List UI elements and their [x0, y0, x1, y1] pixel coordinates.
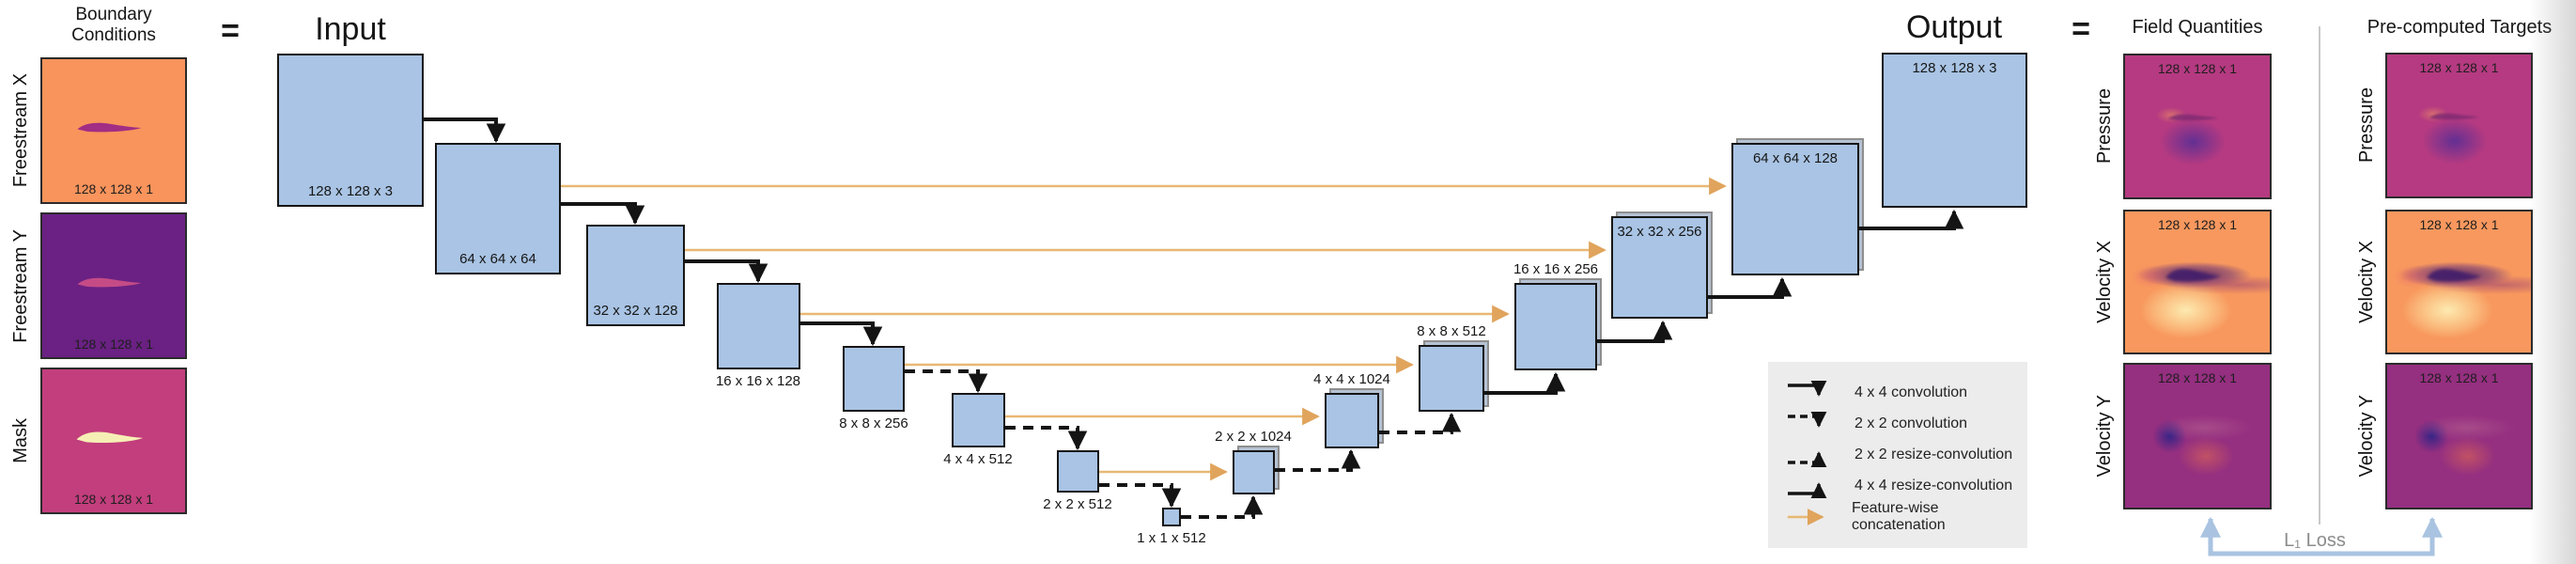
block-dims: 1 x 1 x 512 [1137, 530, 1206, 546]
freestream-x-label: Freestream X [9, 73, 31, 188]
legend-label: 2 x 2 resize-convolution [1854, 446, 2013, 462]
conv-2x2-arrows [905, 369, 1182, 509]
orange-right-arrow-icon [1787, 509, 1824, 525]
freestream-y-image: 128 x 128 x 1 [40, 212, 187, 359]
target-pressure-image: 128 x 128 x 1 [2385, 53, 2533, 198]
fq-velocity-y-label: Velocity Y [2093, 395, 2115, 478]
unet-block-4x4x1024 [1325, 393, 1379, 448]
mask-label: Mask [9, 418, 31, 463]
freestream-x-dims: 128 x 128 x 1 [73, 181, 154, 196]
legend-box: 4 x 4 convolution 2 x 2 convolution 2 x … [1768, 362, 2027, 548]
l1-loss-label: L₁ Loss [2284, 530, 2346, 551]
dashed-up-arrow-icon [1788, 451, 1828, 467]
airfoil-shape [77, 277, 142, 288]
block-dims: 2 x 2 x 1024 [1215, 429, 1292, 445]
fq-velocity-y-dims: 128 x 128 x 1 [2157, 370, 2238, 385]
block-dims: 32 x 32 x 128 [593, 303, 678, 319]
target-velocity-y-dims: 128 x 128 x 1 [2419, 370, 2499, 385]
unet-block-8x8x256 [843, 346, 905, 412]
field-quantities-title: Field Quantities [2132, 17, 2263, 38]
block-dims: 64 x 64 x 64 [459, 251, 536, 267]
legend-label: 4 x 4 convolution [1854, 384, 1968, 400]
dashed-down-arrow-icon [1788, 412, 1828, 428]
target-velocity-x-label: Velocity X [2355, 241, 2377, 323]
airfoil-shape [2429, 114, 2479, 120]
freestream-y-dims: 128 x 128 x 1 [73, 337, 154, 352]
unet-block-64x64x128: 64 x 64 x 128 [1731, 143, 1859, 275]
fq-pressure-label: Pressure [2093, 88, 2115, 164]
legend-label: Feature-wise concatenation [1851, 500, 1946, 533]
target-pressure-dims: 128 x 128 x 1 [2419, 60, 2499, 75]
output-title: Output [1905, 9, 2003, 45]
legend-item-resize2: 2 x 2 resize-convolution [1785, 443, 2027, 467]
airfoil-shape [2427, 268, 2482, 281]
fq-pressure-image: 128 x 128 x 1 [2123, 54, 2272, 199]
boundary-conditions-title: Boundary Conditions [39, 5, 189, 46]
legend-label: 4 x 4 resize-convolution [1854, 478, 2013, 494]
block-dims: 4 x 4 x 512 [943, 451, 1013, 467]
target-velocity-x-image: 128 x 128 x 1 [2385, 210, 2533, 354]
equals-sign-left: = [221, 13, 240, 49]
unet-block-32x32x128: 32 x 32 x 128 [586, 225, 685, 326]
fq-pressure-dims: 128 x 128 x 1 [2157, 61, 2238, 76]
legend-label: 2 x 2 convolution [1854, 415, 1968, 431]
block-dims: 8 x 8 x 512 [1417, 323, 1486, 339]
block-dims: 4 x 4 x 1024 [1313, 371, 1390, 387]
unet-block-1x1x512 [1162, 508, 1181, 526]
fq-velocity-x-label: Velocity X [2093, 241, 2115, 323]
boundary-title-line1: Boundary [75, 5, 152, 24]
fq-velocity-y-image: 128 x 128 x 1 [2123, 363, 2272, 509]
legend-item-concat: Feature-wise concatenation [1785, 500, 2027, 533]
unet-block-2x2x1024 [1233, 450, 1275, 494]
airfoil-shape [77, 122, 142, 133]
panel-divider [2319, 26, 2320, 525]
unet-block-16x16x128 [717, 283, 800, 369]
unet-block-output-128x128x3: 128 x 128 x 3 [1882, 53, 2027, 208]
unet-block-32x32x256: 32 x 32 x 256 [1611, 216, 1708, 319]
block-dims: 2 x 2 x 512 [1043, 496, 1112, 512]
target-pressure-label: Pressure [2355, 87, 2377, 164]
airfoil-shape [76, 431, 144, 444]
legend-item-resize4: 4 x 4 resize-convolution [1785, 474, 2027, 498]
block-dims: 64 x 64 x 128 [1752, 150, 1839, 166]
boundary-title-line2: Conditions [71, 25, 156, 45]
unet-block-64x64x64: 64 x 64 x 64 [435, 143, 561, 274]
unet-block-8x8x512 [1419, 345, 1484, 412]
airfoil-shape [2167, 115, 2218, 121]
unet-block-input-128x128x3: 128 x 128 x 3 [277, 54, 424, 207]
input-title: Input [315, 11, 386, 47]
legend-item-conv4: 4 x 4 convolution [1785, 381, 2027, 405]
block-dims: 32 x 32 x 256 [1617, 224, 1702, 240]
mask-image: 128 x 128 x 1 [40, 368, 187, 514]
unet-block-16x16x256 [1514, 283, 1597, 370]
unet-block-4x4x512 [952, 393, 1005, 447]
solid-up-arrow-icon [1788, 482, 1828, 498]
block-dims: 128 x 128 x 3 [307, 183, 394, 199]
equals-sign-right: = [2072, 11, 2090, 47]
freestream-y-label: Freestream Y [9, 228, 31, 343]
target-velocity-y-label: Velocity Y [2355, 395, 2377, 478]
block-dims: 8 x 8 x 256 [839, 415, 908, 431]
freestream-x-image: 128 x 128 x 1 [40, 57, 187, 204]
fq-velocity-x-dims: 128 x 128 x 1 [2157, 217, 2238, 232]
target-velocity-x-dims: 128 x 128 x 1 [2419, 217, 2499, 232]
page-edge-shading [2529, 0, 2576, 564]
block-dims: 16 x 16 x 256 [1513, 261, 1599, 277]
targets-title: Pre-computed Targets [2367, 17, 2553, 38]
fq-velocity-x-image: 128 x 128 x 1 [2123, 210, 2272, 354]
solid-down-arrow-icon [1788, 381, 1828, 397]
block-dims: 16 x 16 x 128 [715, 373, 801, 389]
unet-block-2x2x512 [1057, 450, 1099, 493]
legend-item-conv2: 2 x 2 convolution [1785, 412, 2027, 436]
mask-dims: 128 x 128 x 1 [73, 492, 154, 507]
block-dims: 128 x 128 x 3 [1912, 60, 1997, 76]
airfoil-shape [2165, 268, 2221, 281]
target-velocity-y-image: 128 x 128 x 1 [2385, 363, 2533, 509]
